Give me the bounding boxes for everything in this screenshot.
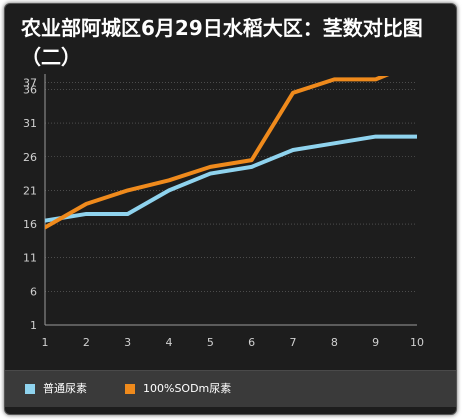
y-tick-label-31: 31	[23, 117, 37, 130]
x-tick-label-7: 7	[290, 336, 297, 349]
y-tick-label-11: 11	[23, 252, 37, 265]
y-tick-label-21: 21	[23, 184, 37, 197]
legend-swatch-2	[125, 384, 135, 394]
x-tick-label-3: 3	[124, 336, 131, 349]
grid-lines	[45, 82, 417, 292]
x-tick-label-1: 1	[42, 336, 49, 349]
y-tick-label-26: 26	[23, 151, 37, 164]
axes	[44, 74, 417, 326]
x-tick-label-9: 9	[372, 336, 379, 349]
legend-label-2: 100%SODm尿素	[143, 382, 232, 395]
x-tick-label-8: 8	[331, 336, 338, 349]
x-tick-label-10: 10	[410, 336, 424, 349]
y-tick-label-16: 16	[23, 218, 37, 231]
chart-panel: 农业部阿城区6月29日水稻大区：茎数对比图（二） 1 6 11 16 21 26 31 36 3…	[4, 3, 457, 415]
y-tick-label-37: 37	[23, 77, 37, 90]
legend: 普通尿素 100%SODm尿素	[5, 370, 456, 407]
x-tick-label-5: 5	[207, 336, 214, 349]
y-tick-label-36: 36	[23, 83, 37, 96]
x-tick-label-2: 2	[83, 336, 90, 349]
x-tick-labels: 1 2 3 4 5 6 7 8 9 10	[42, 336, 425, 349]
series-lines	[45, 76, 417, 230]
legend-label-1: 普通尿素	[43, 382, 87, 395]
y-tick-label-6: 6	[30, 285, 37, 298]
legend-swatch-1	[25, 384, 35, 394]
x-tick-label-4: 4	[166, 336, 173, 349]
chart-title: 农业部阿城区6月29日水稻大区：茎数对比图（二）	[21, 16, 423, 69]
x-tick-label-6: 6	[248, 336, 255, 349]
series-line-2	[45, 76, 390, 230]
y-tick-label-1: 1	[30, 319, 37, 332]
series-line-1	[45, 134, 417, 223]
